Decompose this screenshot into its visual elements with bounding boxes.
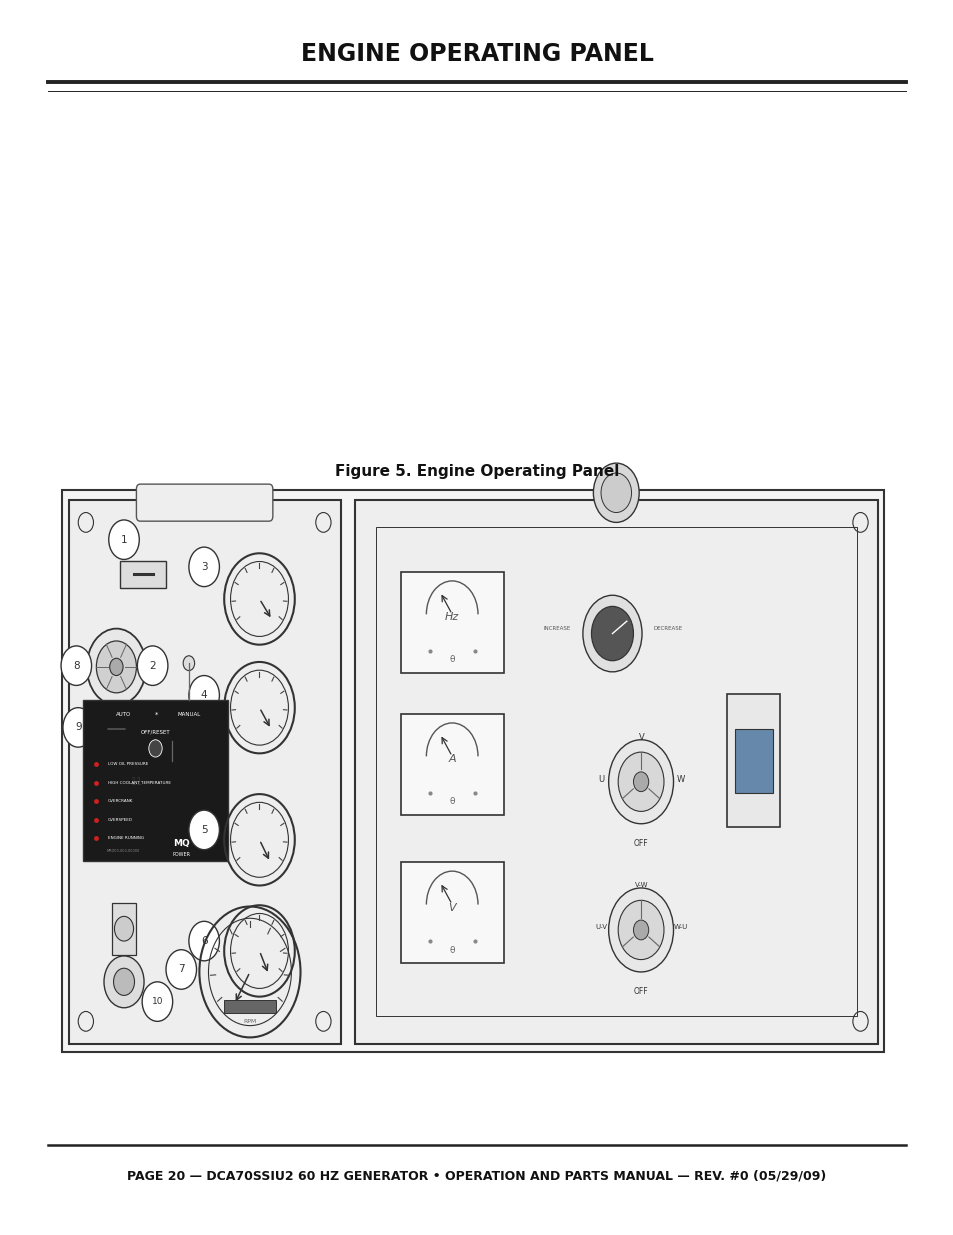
Bar xyxy=(120,561,166,588)
Circle shape xyxy=(137,646,168,685)
Text: ENGINE OPERATING PANEL: ENGINE OPERATING PANEL xyxy=(300,42,653,67)
Text: θ: θ xyxy=(449,798,455,806)
Text: 3: 3 xyxy=(201,562,207,572)
Text: OFF/RESET: OFF/RESET xyxy=(140,730,171,735)
Circle shape xyxy=(189,676,219,715)
Circle shape xyxy=(852,1011,867,1031)
Bar xyxy=(224,1000,275,1013)
Circle shape xyxy=(633,772,648,792)
Bar xyxy=(69,500,340,1044)
Circle shape xyxy=(852,513,867,532)
Circle shape xyxy=(87,629,146,705)
Text: θ: θ xyxy=(449,946,455,955)
Bar xyxy=(159,734,184,788)
Text: U-V: U-V xyxy=(595,925,606,930)
Bar xyxy=(734,729,772,793)
Text: 7: 7 xyxy=(178,965,184,974)
Text: DECREASE: DECREASE xyxy=(653,626,681,631)
Text: V: V xyxy=(639,732,644,742)
Text: 5: 5 xyxy=(201,825,207,835)
Circle shape xyxy=(166,950,196,989)
Text: W-U: W-U xyxy=(674,925,687,930)
Text: ENGINE RUNNING: ENGINE RUNNING xyxy=(108,836,144,840)
Text: Hz: Hz xyxy=(445,613,458,622)
Circle shape xyxy=(149,740,162,757)
Circle shape xyxy=(96,641,136,693)
Text: MRO00-000-00000: MRO00-000-00000 xyxy=(107,850,140,853)
Circle shape xyxy=(593,463,639,522)
Text: 8: 8 xyxy=(73,661,79,671)
Text: 6: 6 xyxy=(201,936,207,946)
Circle shape xyxy=(315,513,331,532)
Text: OFF: OFF xyxy=(633,839,648,848)
Circle shape xyxy=(96,703,136,755)
Text: LOW OIL PRESSURE: LOW OIL PRESSURE xyxy=(108,762,148,767)
Bar xyxy=(375,527,856,1016)
Bar xyxy=(726,694,780,827)
Circle shape xyxy=(600,473,631,513)
Text: INCREASE: INCREASE xyxy=(543,626,570,631)
Text: 9: 9 xyxy=(75,722,81,732)
Circle shape xyxy=(608,888,673,972)
Text: *: * xyxy=(155,711,158,718)
Circle shape xyxy=(122,762,152,802)
Circle shape xyxy=(189,547,219,587)
Text: θ: θ xyxy=(449,656,455,664)
Circle shape xyxy=(618,752,663,811)
Bar xyxy=(355,500,877,1044)
Text: RPM: RPM xyxy=(243,1019,256,1024)
Circle shape xyxy=(142,982,172,1021)
Text: 2: 2 xyxy=(150,661,155,671)
Text: MQ: MQ xyxy=(173,839,190,847)
Circle shape xyxy=(78,1011,93,1031)
Bar xyxy=(400,714,503,815)
Text: HIGH COOLANT TEMPERATURE: HIGH COOLANT TEMPERATURE xyxy=(108,781,171,785)
Bar xyxy=(400,862,503,963)
Text: U: U xyxy=(598,774,603,784)
Circle shape xyxy=(161,747,182,774)
Circle shape xyxy=(591,606,633,661)
Text: 10: 10 xyxy=(152,997,163,1007)
Circle shape xyxy=(104,956,144,1008)
Circle shape xyxy=(633,920,648,940)
Text: OVERCRANK: OVERCRANK xyxy=(108,799,132,804)
Circle shape xyxy=(315,1011,331,1031)
Text: 1: 1 xyxy=(121,535,127,545)
Circle shape xyxy=(183,656,194,671)
Text: V-W: V-W xyxy=(635,883,648,888)
Circle shape xyxy=(582,595,641,672)
Bar xyxy=(112,903,136,955)
Text: AUTO: AUTO xyxy=(116,713,132,718)
Circle shape xyxy=(608,740,673,824)
Text: Figure 5. Engine Operating Panel: Figure 5. Engine Operating Panel xyxy=(335,464,618,479)
Text: 11: 11 xyxy=(132,777,143,787)
Text: V: V xyxy=(448,903,456,913)
Bar xyxy=(400,572,503,673)
Circle shape xyxy=(618,900,663,960)
Circle shape xyxy=(113,968,134,995)
Text: 4: 4 xyxy=(201,690,207,700)
Circle shape xyxy=(78,513,93,532)
Text: OVERSPEED: OVERSPEED xyxy=(108,818,132,821)
Circle shape xyxy=(114,916,133,941)
Text: MANUAL: MANUAL xyxy=(177,713,200,718)
Circle shape xyxy=(189,810,219,850)
Text: A: A xyxy=(448,755,456,764)
Circle shape xyxy=(110,658,123,676)
Bar xyxy=(83,700,228,861)
Circle shape xyxy=(189,921,219,961)
Circle shape xyxy=(109,520,139,559)
Bar xyxy=(62,490,883,1052)
Text: PAGE 20 — DCA70SSIU2 60 HZ GENERATOR • OPERATION AND PARTS MANUAL — REV. #0 (05/: PAGE 20 — DCA70SSIU2 60 HZ GENERATOR • O… xyxy=(128,1170,825,1182)
Circle shape xyxy=(61,646,91,685)
Text: OFF: OFF xyxy=(633,987,648,997)
Text: POWER: POWER xyxy=(172,852,191,857)
Text: W: W xyxy=(677,774,684,784)
Circle shape xyxy=(63,708,93,747)
FancyBboxPatch shape xyxy=(136,484,273,521)
